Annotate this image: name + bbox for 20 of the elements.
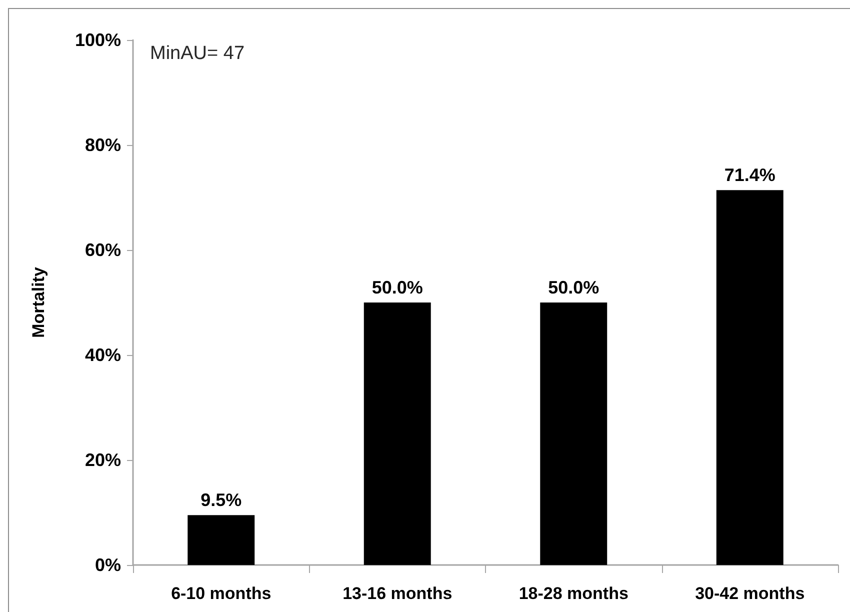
bar xyxy=(188,515,255,565)
bar xyxy=(540,302,608,565)
y-tick-label: 80% xyxy=(84,135,121,155)
x-tick-label: 13-16 months xyxy=(342,584,452,603)
x-tick-label: 30-42 months xyxy=(695,584,805,603)
y-axis-title: Mortality xyxy=(29,266,48,338)
annotation: MinAU= 47 xyxy=(150,43,245,64)
y-tick-label: 40% xyxy=(84,345,121,365)
x-tick-label: 18-28 months xyxy=(518,584,628,603)
y-tick-label: 60% xyxy=(84,240,121,260)
x-tick-label: 6-10 months xyxy=(171,584,272,603)
y-tick-label: 0% xyxy=(94,555,121,575)
bar xyxy=(716,190,784,565)
data-label: 9.5% xyxy=(200,490,242,510)
data-label: 50.0% xyxy=(548,278,600,298)
data-label: 50.0% xyxy=(372,278,423,298)
data-label: 71.4% xyxy=(724,165,776,186)
y-tick-label: 100% xyxy=(74,30,121,50)
bar xyxy=(364,302,431,565)
y-tick-label: 20% xyxy=(84,450,121,470)
